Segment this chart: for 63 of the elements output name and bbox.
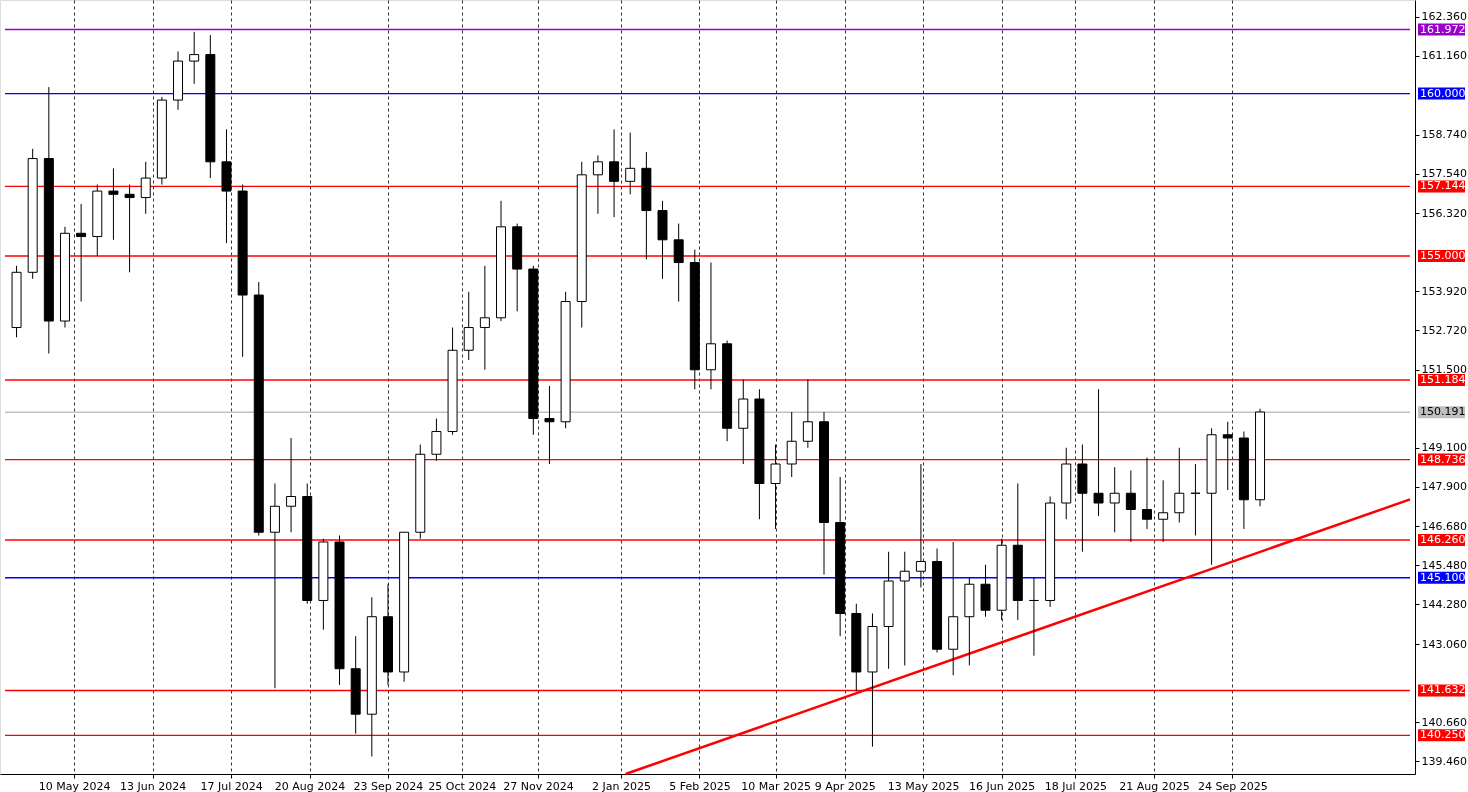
candlestick	[108, 167, 119, 241]
x-tick-label: 13 Jun 2024	[120, 779, 187, 792]
x-tick-label: 20 Aug 2024	[274, 779, 346, 792]
candlestick	[1109, 466, 1120, 533]
candlestick	[592, 154, 603, 215]
ref-line-label: 155.000	[1420, 249, 1466, 263]
x-tick-label: 21 Aug 2025	[1119, 779, 1190, 792]
ref-line-label: 157.144	[1420, 179, 1466, 193]
candlestick	[625, 132, 636, 195]
candlestick	[673, 223, 684, 303]
x-tick-label: 9 Apr 2025	[814, 779, 876, 792]
y-tick-label: 144.280	[1421, 597, 1467, 611]
x-tick-label: 10 May 2024	[38, 779, 111, 792]
candlestick	[124, 184, 135, 273]
candlestick	[431, 418, 442, 462]
ref-line-label: 150.191	[1420, 405, 1466, 419]
candlestick	[479, 265, 490, 371]
ref-line-label: 151.184	[1420, 373, 1466, 387]
y-tick-label: 157.540	[1421, 167, 1467, 181]
x-tick-label: 13 May 2025	[887, 779, 960, 792]
ref-line-label: 141.632	[1420, 683, 1466, 697]
candlestick	[786, 411, 797, 478]
candlestick	[544, 385, 555, 465]
y-tick-label: 162.360	[1421, 10, 1467, 24]
candlestick	[1125, 470, 1136, 543]
x-tick-label: 24 Sep 2025	[1198, 779, 1268, 792]
ref-line-label: 146.260	[1420, 533, 1466, 547]
y-tick-label: 145.480	[1421, 558, 1467, 572]
candlestick	[609, 128, 620, 218]
x-tick-label: 23 Sep 2024	[353, 779, 424, 792]
x-tick-label: 27 Nov 2024	[503, 779, 574, 792]
y-tick-label: 146.680	[1421, 519, 1467, 533]
y-tick-label: 156.320	[1421, 206, 1467, 220]
x-tick-label: 25 Oct 2024	[428, 779, 497, 792]
candlestick	[189, 31, 200, 85]
y-tick-label: 153.920	[1421, 284, 1467, 298]
candlestick	[802, 379, 813, 449]
candlestick	[140, 161, 151, 215]
x-tick-label: 17 Jul 2024	[200, 779, 263, 792]
candlestick	[1093, 388, 1104, 517]
y-tick-label: 139.460	[1421, 754, 1467, 768]
ref-line-label: 148.736	[1420, 452, 1466, 466]
x-tick-label: 16 Jun 2025	[969, 779, 1036, 792]
y-tick-label: 140.660	[1421, 715, 1467, 729]
ref-line-label: 145.100	[1420, 570, 1466, 584]
ref-line-label: 140.250	[1420, 728, 1466, 742]
y-tick-label: 158.740	[1421, 128, 1467, 142]
x-tick-label: 5 Feb 2025	[669, 779, 731, 792]
candlestick	[1158, 479, 1169, 543]
y-tick-label: 143.060	[1421, 637, 1467, 651]
y-tick-label: 161.160	[1421, 49, 1467, 63]
y-tick-label: 147.900	[1421, 480, 1467, 494]
candlestick	[1174, 447, 1185, 523]
x-tick-label: 10 Mar 2025	[741, 779, 811, 792]
y-tick-label: 152.720	[1421, 323, 1467, 337]
candlestick	[899, 551, 910, 666]
ref-line-label: 161.972	[1420, 22, 1466, 36]
candlestick	[1142, 457, 1152, 530]
candlestick	[286, 437, 297, 533]
x-tick-label: 18 Jul 2025	[1044, 779, 1108, 792]
y-tick-label: 149.100	[1421, 441, 1467, 455]
x-tick-label: 2 Jan 2025	[592, 779, 651, 792]
ref-line-label: 160.000	[1420, 86, 1466, 100]
